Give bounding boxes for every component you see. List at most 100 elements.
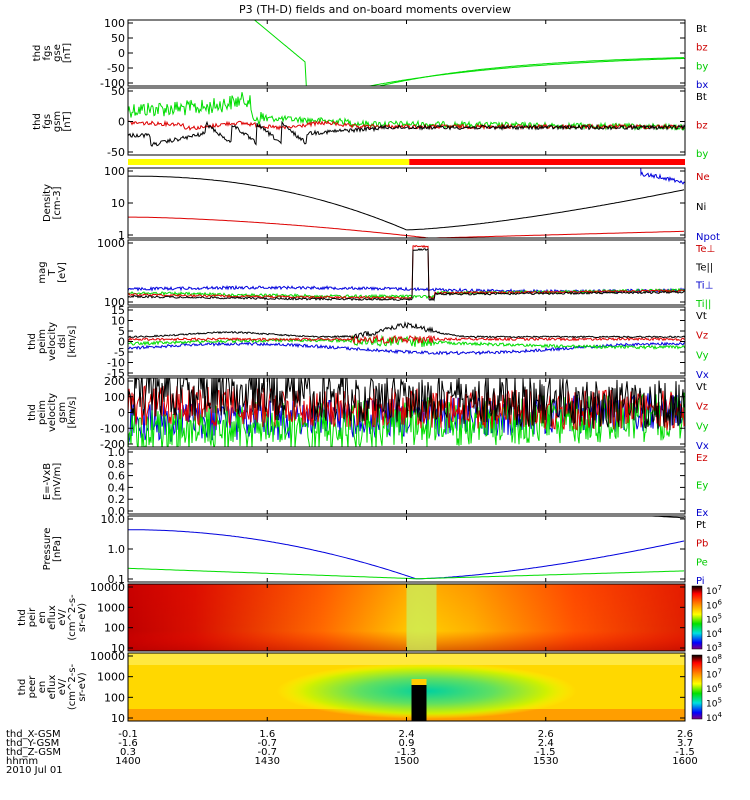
panel-clip-group	[128, 92, 685, 147]
y-axis-label: thd	[17, 609, 28, 626]
y-tick-label: 1000	[97, 671, 125, 684]
y-axis-label: [km/s]	[67, 396, 78, 428]
legend-entry: Te||	[695, 262, 713, 273]
y-axis-label: thd	[32, 45, 43, 62]
time-row-value: 2.6	[538, 729, 554, 740]
y-tick-label: 0.6	[108, 470, 126, 483]
panel-frame	[127, 19, 686, 87]
legend-entry: Vz	[696, 402, 708, 413]
panel-frame	[127, 87, 686, 156]
y-tick-label: 0.2	[108, 493, 126, 506]
vz-e-trace	[128, 333, 685, 345]
y-tick-label: 5	[118, 325, 125, 338]
vt-e-trace	[128, 321, 685, 340]
y-tick-label: 1.0	[108, 446, 126, 459]
y-axis-label: peir	[27, 607, 38, 627]
y-tick-label: -100	[100, 77, 125, 90]
y-tick-label: 100	[104, 165, 125, 178]
legend-entry: Ez	[696, 453, 708, 464]
y-axis-label: thd	[27, 404, 38, 421]
y-axis-label: eflux	[47, 675, 58, 700]
y-tick-label: 10	[111, 197, 125, 210]
y-axis-label: thd	[32, 113, 43, 130]
legend-entry: Ti⊥	[695, 281, 713, 292]
colorbar	[691, 585, 703, 650]
time-row-value: 2.4	[399, 729, 415, 740]
time-row-value: 2.4	[538, 738, 554, 749]
vx-e-trace	[128, 341, 685, 356]
time-row-value: 3.7	[677, 738, 693, 749]
time-row-value: 0.9	[399, 738, 415, 749]
y-tick-label: 1000	[97, 237, 125, 250]
y-tick-label: -15	[107, 367, 125, 380]
y-axis-label: peim	[37, 400, 48, 425]
pe-trace	[128, 567, 685, 580]
panel-frame	[127, 167, 686, 239]
y-axis-label: eV/	[57, 609, 68, 626]
y-axis-label: [km/s]	[67, 325, 78, 357]
legend-entry: Vt	[696, 311, 707, 322]
legend-entry: Pb	[696, 539, 708, 550]
legend-entry: bz	[696, 121, 708, 132]
legend-entry: Bt	[696, 92, 707, 103]
legend-entry: Ti||	[695, 299, 711, 310]
time-row-value: 1430	[255, 756, 280, 767]
time-row-value: 1400	[115, 756, 140, 767]
y-tick-label: 15	[111, 304, 125, 317]
panel-clip-group	[128, 244, 685, 302]
y-tick-label: -100	[100, 422, 125, 435]
electron-spectrogram-black-column	[411, 683, 427, 721]
y-axis-label: [nT]	[62, 111, 73, 131]
time-row-value: -1.6	[118, 738, 138, 749]
vy-i-trace	[128, 391, 685, 447]
legend-entry: Vy	[696, 421, 709, 432]
y-tick-label: 100	[104, 17, 125, 30]
electron-spectrogram-column-cap	[411, 679, 427, 685]
time-row-value: -0.1	[118, 729, 138, 740]
legend-entry: Vt	[696, 382, 707, 393]
y-axis-label: fgs	[42, 45, 53, 60]
colorbar-exponent: 3	[717, 641, 721, 649]
colorbar-label: 106	[706, 598, 722, 611]
colorbar-label: 108	[706, 653, 722, 666]
time-row-value: -1.3	[397, 747, 417, 758]
legend-entry: Te⊥	[695, 244, 715, 255]
y-axis-label: en	[37, 611, 48, 624]
y-axis-label: [cm-3]	[52, 186, 63, 219]
by-gsm-trace	[128, 92, 685, 132]
y-tick-label: 200	[104, 375, 125, 388]
y-axis-label: en	[37, 681, 48, 694]
panel-clip-group	[128, 321, 685, 356]
bt-gsm-trace	[128, 120, 685, 147]
time-row-value: -0.7	[257, 738, 277, 749]
colorbar-label: 105	[706, 613, 722, 626]
y-tick-label: -200	[100, 438, 125, 451]
y-tick-label: 0.8	[108, 458, 126, 471]
y-axis-label: [nPa]	[52, 536, 63, 562]
vt-i-trace	[128, 378, 685, 431]
trace-layer	[128, 20, 685, 580]
y-tick-label: 50	[111, 85, 125, 98]
y-axis-label: peim	[37, 329, 48, 354]
y-axis-label: eV/	[57, 678, 68, 695]
panel-clip-group	[253, 20, 685, 86]
y-tick-label: 10000	[90, 581, 125, 594]
y-axis-label: (cm^2-s-	[67, 594, 78, 641]
legend-entry: Pe	[696, 557, 708, 568]
ion-spectrogram-gap	[406, 584, 437, 651]
by-gse-trace	[253, 20, 685, 86]
y-axis-label: fgs	[42, 114, 53, 129]
colorbar-exponent: 4	[717, 627, 722, 635]
panel-clip-group	[128, 378, 685, 447]
y-axis-label: thd	[27, 333, 38, 350]
y-tick-label: 0.1	[108, 573, 126, 586]
mode-bar-segment	[409, 159, 685, 165]
panel-frame	[127, 515, 686, 583]
y-axis-label: dsl	[57, 334, 68, 348]
legend-entry: Vy	[696, 350, 709, 361]
y-tick-label: 10.0	[101, 513, 126, 526]
y-tick-label: 0	[118, 47, 125, 60]
colorbar-exponent: 5	[717, 613, 721, 621]
